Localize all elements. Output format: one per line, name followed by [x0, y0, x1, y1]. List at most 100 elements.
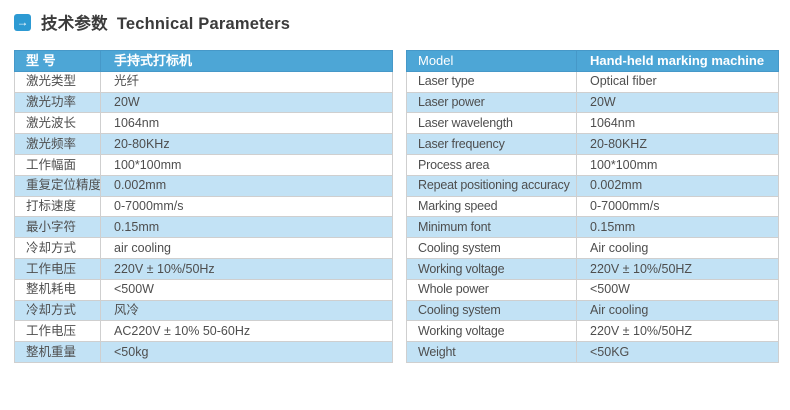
table-row: Marking speed 0-7000mm/s [406, 195, 779, 218]
param-value: 1064nm [576, 112, 779, 135]
param-value: 220V ± 10%/50Hz [100, 257, 393, 280]
section-title: → 技术参数 Technical Parameters [14, 10, 290, 34]
param-label: 工作电压 [14, 257, 101, 280]
table-row: 激光功率 20W [14, 91, 393, 114]
param-label: Repeat positioning accuracy [406, 174, 577, 197]
param-label: Laser wavelength [406, 112, 577, 135]
param-label: Working voltage [406, 320, 577, 343]
table-row: 激光类型 光纤 [14, 70, 393, 93]
section-title-zh: 技术参数 [41, 15, 108, 33]
param-value: 220V ± 10%/50HZ [576, 320, 779, 343]
table-body: Laser type Optical fiber Laser power 20W Las… [406, 70, 779, 363]
param-value: 光纤 [100, 70, 393, 93]
table-row: Laser power 20W [406, 91, 779, 114]
param-value: 100*100mm [576, 153, 779, 176]
spec-tables: 型 号 手持式打标机 激光类型 光纤 激光功率 20W 激光波长 1064nm 激光频率 20… [14, 50, 779, 363]
param-value: air cooling [100, 237, 393, 259]
param-value: 0.002mm [576, 174, 779, 197]
param-label: 工作幅面 [14, 153, 101, 176]
table-row: Working voltage 220V ± 10%/50HZ [406, 320, 779, 343]
model-header-label: Model [406, 50, 577, 72]
param-value: 20-80KHz [100, 133, 393, 155]
param-value: 0.002mm [100, 174, 393, 197]
table-row: 冷却方式 air cooling [14, 237, 393, 259]
param-label: Marking speed [406, 195, 577, 218]
table-row: Laser frequency 20-80KHZ [406, 133, 779, 155]
param-label: 重复定位精度 [14, 174, 101, 197]
param-value: 0-7000mm/s [100, 195, 393, 218]
spec-table-english: Model Hand-held marking machine Laser ty… [406, 50, 779, 363]
param-label: 激光类型 [14, 70, 101, 93]
param-label: 冷却方式 [14, 299, 101, 322]
table-row: Minimum font 0.15mm [406, 216, 779, 239]
param-label: 整机耗电 [14, 278, 101, 301]
param-label: 冷却方式 [14, 237, 101, 259]
table-row: 重复定位精度 0.002mm [14, 174, 393, 197]
param-value: 220V ± 10%/50HZ [576, 257, 779, 280]
table-row: 工作电压 AC220V ± 10% 50-60Hz [14, 320, 393, 343]
table-row: Laser wavelength 1064nm [406, 112, 779, 135]
table-row: 整机重量 <50kg [14, 341, 393, 363]
param-label: Cooling system [406, 237, 577, 259]
param-value: Air cooling [576, 299, 779, 322]
param-value: <500W [100, 278, 393, 301]
param-label: 激光波长 [14, 112, 101, 135]
table-row: 工作幅面 100*100mm [14, 153, 393, 176]
table-row: 激光波长 1064nm [14, 112, 393, 135]
param-value: <50kg [100, 341, 393, 363]
table-row: Cooling system Air cooling [406, 299, 779, 322]
arrow-right-icon: → [14, 13, 31, 31]
table-header-row: Model Hand-held marking machine [406, 50, 779, 72]
table-row: 冷却方式 风冷 [14, 299, 393, 322]
param-label: Cooling system [406, 299, 577, 322]
param-label: Process area [406, 153, 577, 176]
param-value: 100*100mm [100, 153, 393, 176]
param-label: 激光功率 [14, 91, 101, 114]
table-header-row: 型 号 手持式打标机 [14, 50, 393, 72]
table-row: Process area 100*100mm [406, 153, 779, 176]
param-label: 工作电压 [14, 320, 101, 343]
param-label: Laser type [406, 70, 577, 93]
param-value: 1064nm [100, 112, 393, 135]
param-value: 20W [100, 91, 393, 114]
param-label: 整机重量 [14, 341, 101, 363]
table-row: Working voltage 220V ± 10%/50HZ [406, 257, 779, 280]
param-value: 20-80KHZ [576, 133, 779, 155]
table-row: 工作电压 220V ± 10%/50Hz [14, 257, 393, 280]
table-row: 打标速度 0-7000mm/s [14, 195, 393, 218]
param-label: Minimum font [406, 216, 577, 239]
param-value: AC220V ± 10% 50-60Hz [100, 320, 393, 343]
table-row: Cooling system Air cooling [406, 237, 779, 259]
section-title-text: 技术参数 Technical Parameters [41, 10, 290, 34]
param-value: 0.15mm [576, 216, 779, 239]
param-label: Working voltage [406, 257, 577, 280]
param-value: <500W [576, 278, 779, 301]
param-label: Laser frequency [406, 133, 577, 155]
table-row: Weight <50KG [406, 341, 779, 363]
param-label: 最小字符 [14, 216, 101, 239]
param-label: 打标速度 [14, 195, 101, 218]
table-row: 激光频率 20-80KHz [14, 133, 393, 155]
param-label: Laser power [406, 91, 577, 114]
param-value: 0.15mm [100, 216, 393, 239]
spec-table-chinese: 型 号 手持式打标机 激光类型 光纤 激光功率 20W 激光波长 1064nm 激光频率 20… [14, 50, 393, 363]
model-header-value: 手持式打标机 [100, 50, 393, 72]
param-value: 20W [576, 91, 779, 114]
param-label: 激光频率 [14, 133, 101, 155]
param-value: <50KG [576, 341, 779, 363]
model-header-label: 型 号 [14, 50, 101, 72]
param-label: Weight [406, 341, 577, 363]
table-row: 最小字符 0.15mm [14, 216, 393, 239]
section-title-en: Technical Parameters [116, 15, 291, 33]
table-row: Repeat positioning accuracy 0.002mm [406, 174, 779, 197]
param-value: 风冷 [100, 299, 393, 322]
table-row: 整机耗电 <500W [14, 278, 393, 301]
param-value: Optical fiber [576, 70, 779, 93]
param-value: 0-7000mm/s [576, 195, 779, 218]
param-label: Whole power [406, 278, 577, 301]
model-header-value: Hand-held marking machine [576, 50, 779, 72]
table-body: 激光类型 光纤 激光功率 20W 激光波长 1064nm 激光频率 20-80KHz 工作幅面 1… [14, 70, 393, 363]
table-row: Laser type Optical fiber [406, 70, 779, 93]
table-row: Whole power <500W [406, 278, 779, 301]
param-value: Air cooling [576, 237, 779, 259]
